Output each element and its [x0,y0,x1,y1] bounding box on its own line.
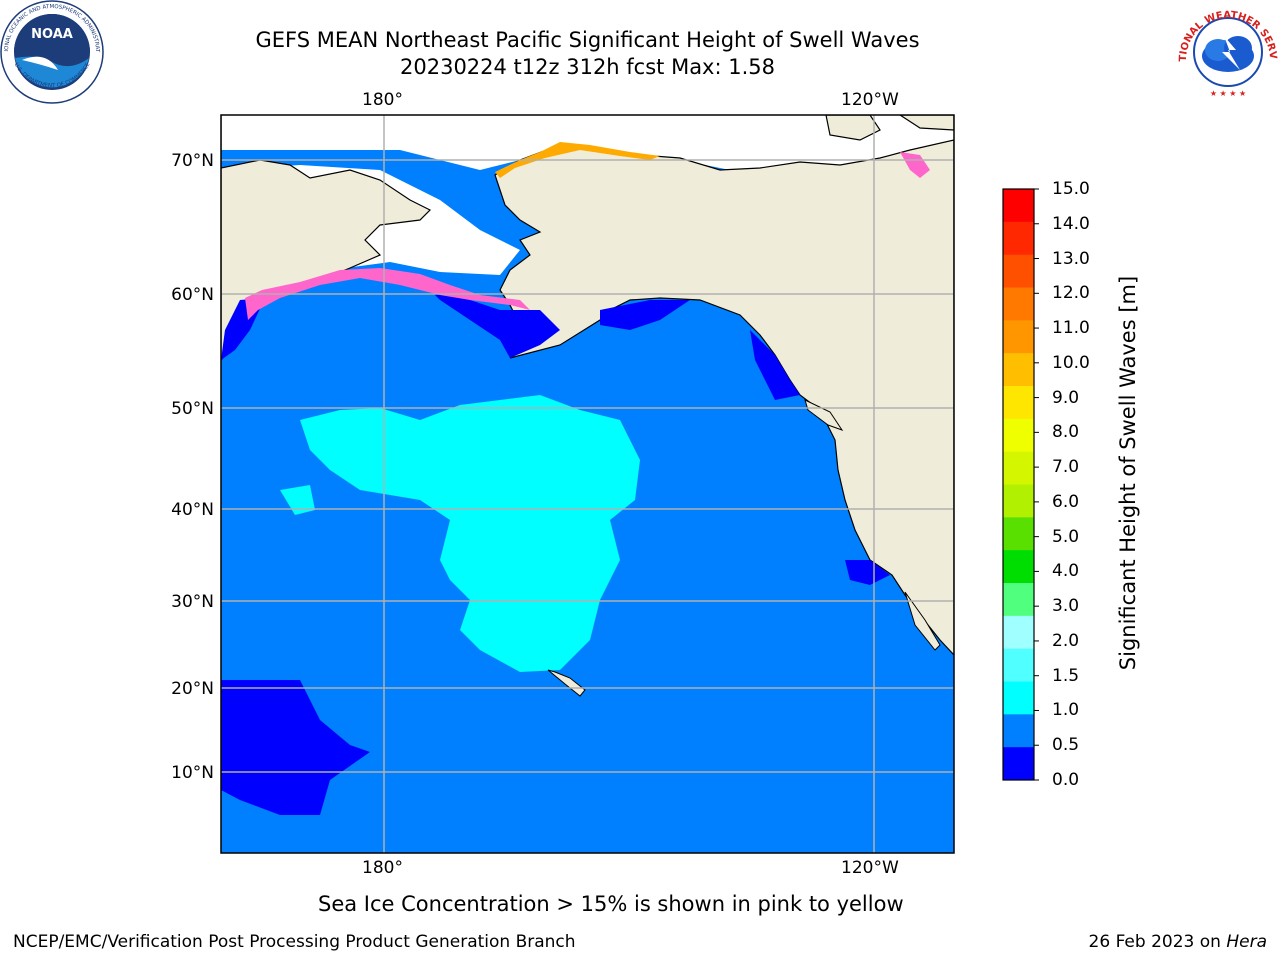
colorbar-tick-label: 14.0 [1052,213,1090,234]
colorbar-tick-label: 15.0 [1052,179,1090,199]
run-date: 26 Feb 2023 on Hera [1089,932,1267,952]
lon-label-bottom-180: 180° [362,858,403,878]
chart-subtitle: 20230224 t12z 312h fcst Max: 1.58 [400,55,775,79]
colorbar-tick-label: 6.0 [1052,491,1080,512]
gridlines [221,115,954,853]
sea-ice-note: Sea Ice Concentration > 15% is shown in … [318,892,904,916]
colorbar-swatch [1003,189,1034,223]
colorbar-swatch [1003,221,1034,256]
credit-text: NCEP/EMC/Verification Post Processing Pr… [13,932,576,952]
colorbar-swatch [1003,517,1034,551]
lon-label-top-120w: 120°W [841,90,899,110]
colorbar-frame [1002,188,1035,781]
colorbar-swatch [1003,386,1034,420]
colorbar-swatch [1003,714,1034,748]
svg-text:★ ★ ★ ★: ★ ★ ★ ★ [1210,89,1246,98]
colorbar-tick-label: 11.0 [1052,318,1090,339]
map-frame [220,114,955,854]
colorbar-swatch [1003,320,1034,354]
lat-label-50: 50°N [171,399,214,419]
colorbar-tick-label: 1.0 [1052,700,1080,721]
moderate-swell-region [300,395,640,672]
colorbar-tick-label: 10.0 [1052,352,1090,373]
colorbar-swatch [1003,615,1034,650]
colorbar-tick-label: 2.0 [1052,630,1080,651]
colorbar-tick-label: 3.0 [1052,596,1080,617]
run-machine: Hera [1226,932,1267,952]
colorbar-tick-label: 5.0 [1052,526,1080,547]
lat-label-40: 40°N [171,500,214,520]
colorbar-swatch [1003,451,1034,485]
sea-ice-edge [245,268,530,320]
colorbar-swatch [1003,648,1034,682]
colorbar-tick-label: 0.0 [1052,770,1080,790]
lat-label-60: 60°N [171,285,214,305]
colorbar-tick-label: 7.0 [1052,457,1080,478]
colorbar-tick-label: 4.0 [1052,561,1080,582]
run-date-prefix: 26 Feb 2023 on [1088,932,1227,952]
lat-label-20: 20°N [171,679,214,699]
colorbar-tick-label: 13.0 [1052,248,1090,269]
map-area [221,115,954,853]
colorbar-tick-label: 0.5 [1052,735,1080,756]
lat-label-10: 10°N [171,763,214,783]
colorbar-swatch [1003,484,1034,518]
colorbar-swatch [1003,418,1034,453]
colorbar-title: Significant Height of Swell Waves [m] [1116,275,1140,671]
colorbar-swatch [1003,550,1034,584]
colorbar-tick-label: 1.5 [1052,665,1080,686]
colorbar-swatch [1003,681,1034,715]
lat-label-30: 30°N [171,592,214,612]
noaa-logo-icon: NOAA NATIONAL OCEANIC AND ATMOSPHERIC AD… [0,0,104,104]
colorbar-tick-label: 8.0 [1052,422,1080,443]
colorbar-swatch [1003,254,1034,288]
colorbar-tick-label: 9.0 [1052,387,1080,408]
colorbar-swatch [1003,353,1034,387]
colorbar [1003,188,1039,781]
nws-logo-icon: NATIONAL WEATHER SERVICE ★ ★ ★ ★ [1176,0,1278,102]
colorbar-swatch [1003,287,1034,321]
colorbar-swatch [1003,747,1034,781]
chart-title: GEFS MEAN Northeast Pacific Significant … [255,28,920,52]
lon-label-top-180: 180° [362,90,403,110]
colorbar-swatch [1003,583,1034,617]
lat-label-70: 70°N [171,151,214,171]
low-swell-region [221,680,370,815]
svg-text:NOAA: NOAA [31,27,73,42]
colorbar-tick-label: 12.0 [1052,283,1090,304]
lon-label-bottom-120w: 120°W [841,858,899,878]
